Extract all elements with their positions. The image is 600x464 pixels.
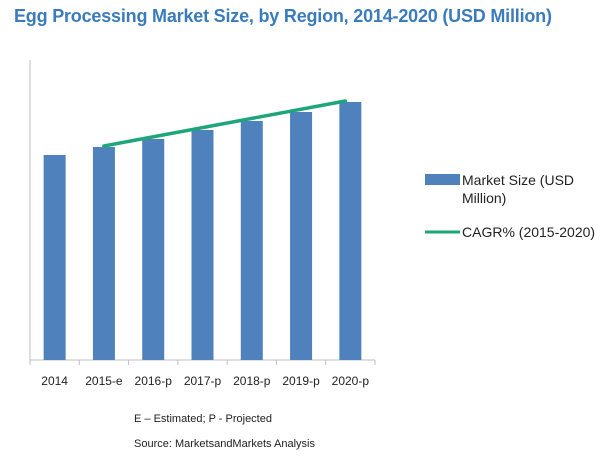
x-tick-label: 2020-p xyxy=(332,374,370,388)
x-tick-label: 2019-p xyxy=(282,374,320,388)
x-tick-label: 2016-p xyxy=(135,374,173,388)
x-tick-label: 2015-e xyxy=(85,374,123,388)
bar-2020-p xyxy=(339,102,362,360)
bar-2017-p xyxy=(191,130,214,360)
legend-bar-label-line2: Million) xyxy=(462,190,506,206)
legend-bar-label-line1: Market Size (USD xyxy=(462,172,574,188)
bar-2019-p xyxy=(290,112,313,360)
x-tick-label: 2018-p xyxy=(233,374,271,388)
legend: Market Size (USD Million) CAGR% (2015-20… xyxy=(425,172,595,240)
legend-cagr-label: CAGR% (2015-2020) xyxy=(462,224,595,240)
plot-area: 2014 2015-e 2016-p 2017-p 2018-p 2019-p 2020-p xyxy=(29,60,376,388)
bar-2016-p xyxy=(142,139,165,360)
estimate-note: E – Estimated; P - Projected xyxy=(134,413,272,425)
bar-2014 xyxy=(43,155,66,360)
x-tick-label: 2017-p xyxy=(184,374,222,388)
legend-bar-swatch xyxy=(425,174,460,185)
bar-2018-p xyxy=(240,121,263,360)
chart-title: Egg Processing Market Size, by Region, 2… xyxy=(14,6,552,26)
bar-2015-e xyxy=(92,147,115,360)
cagr-line xyxy=(102,99,348,148)
source-note: Source: MarketsandMarkets Analysis xyxy=(134,438,315,450)
x-tick-label: 2014 xyxy=(41,374,68,388)
